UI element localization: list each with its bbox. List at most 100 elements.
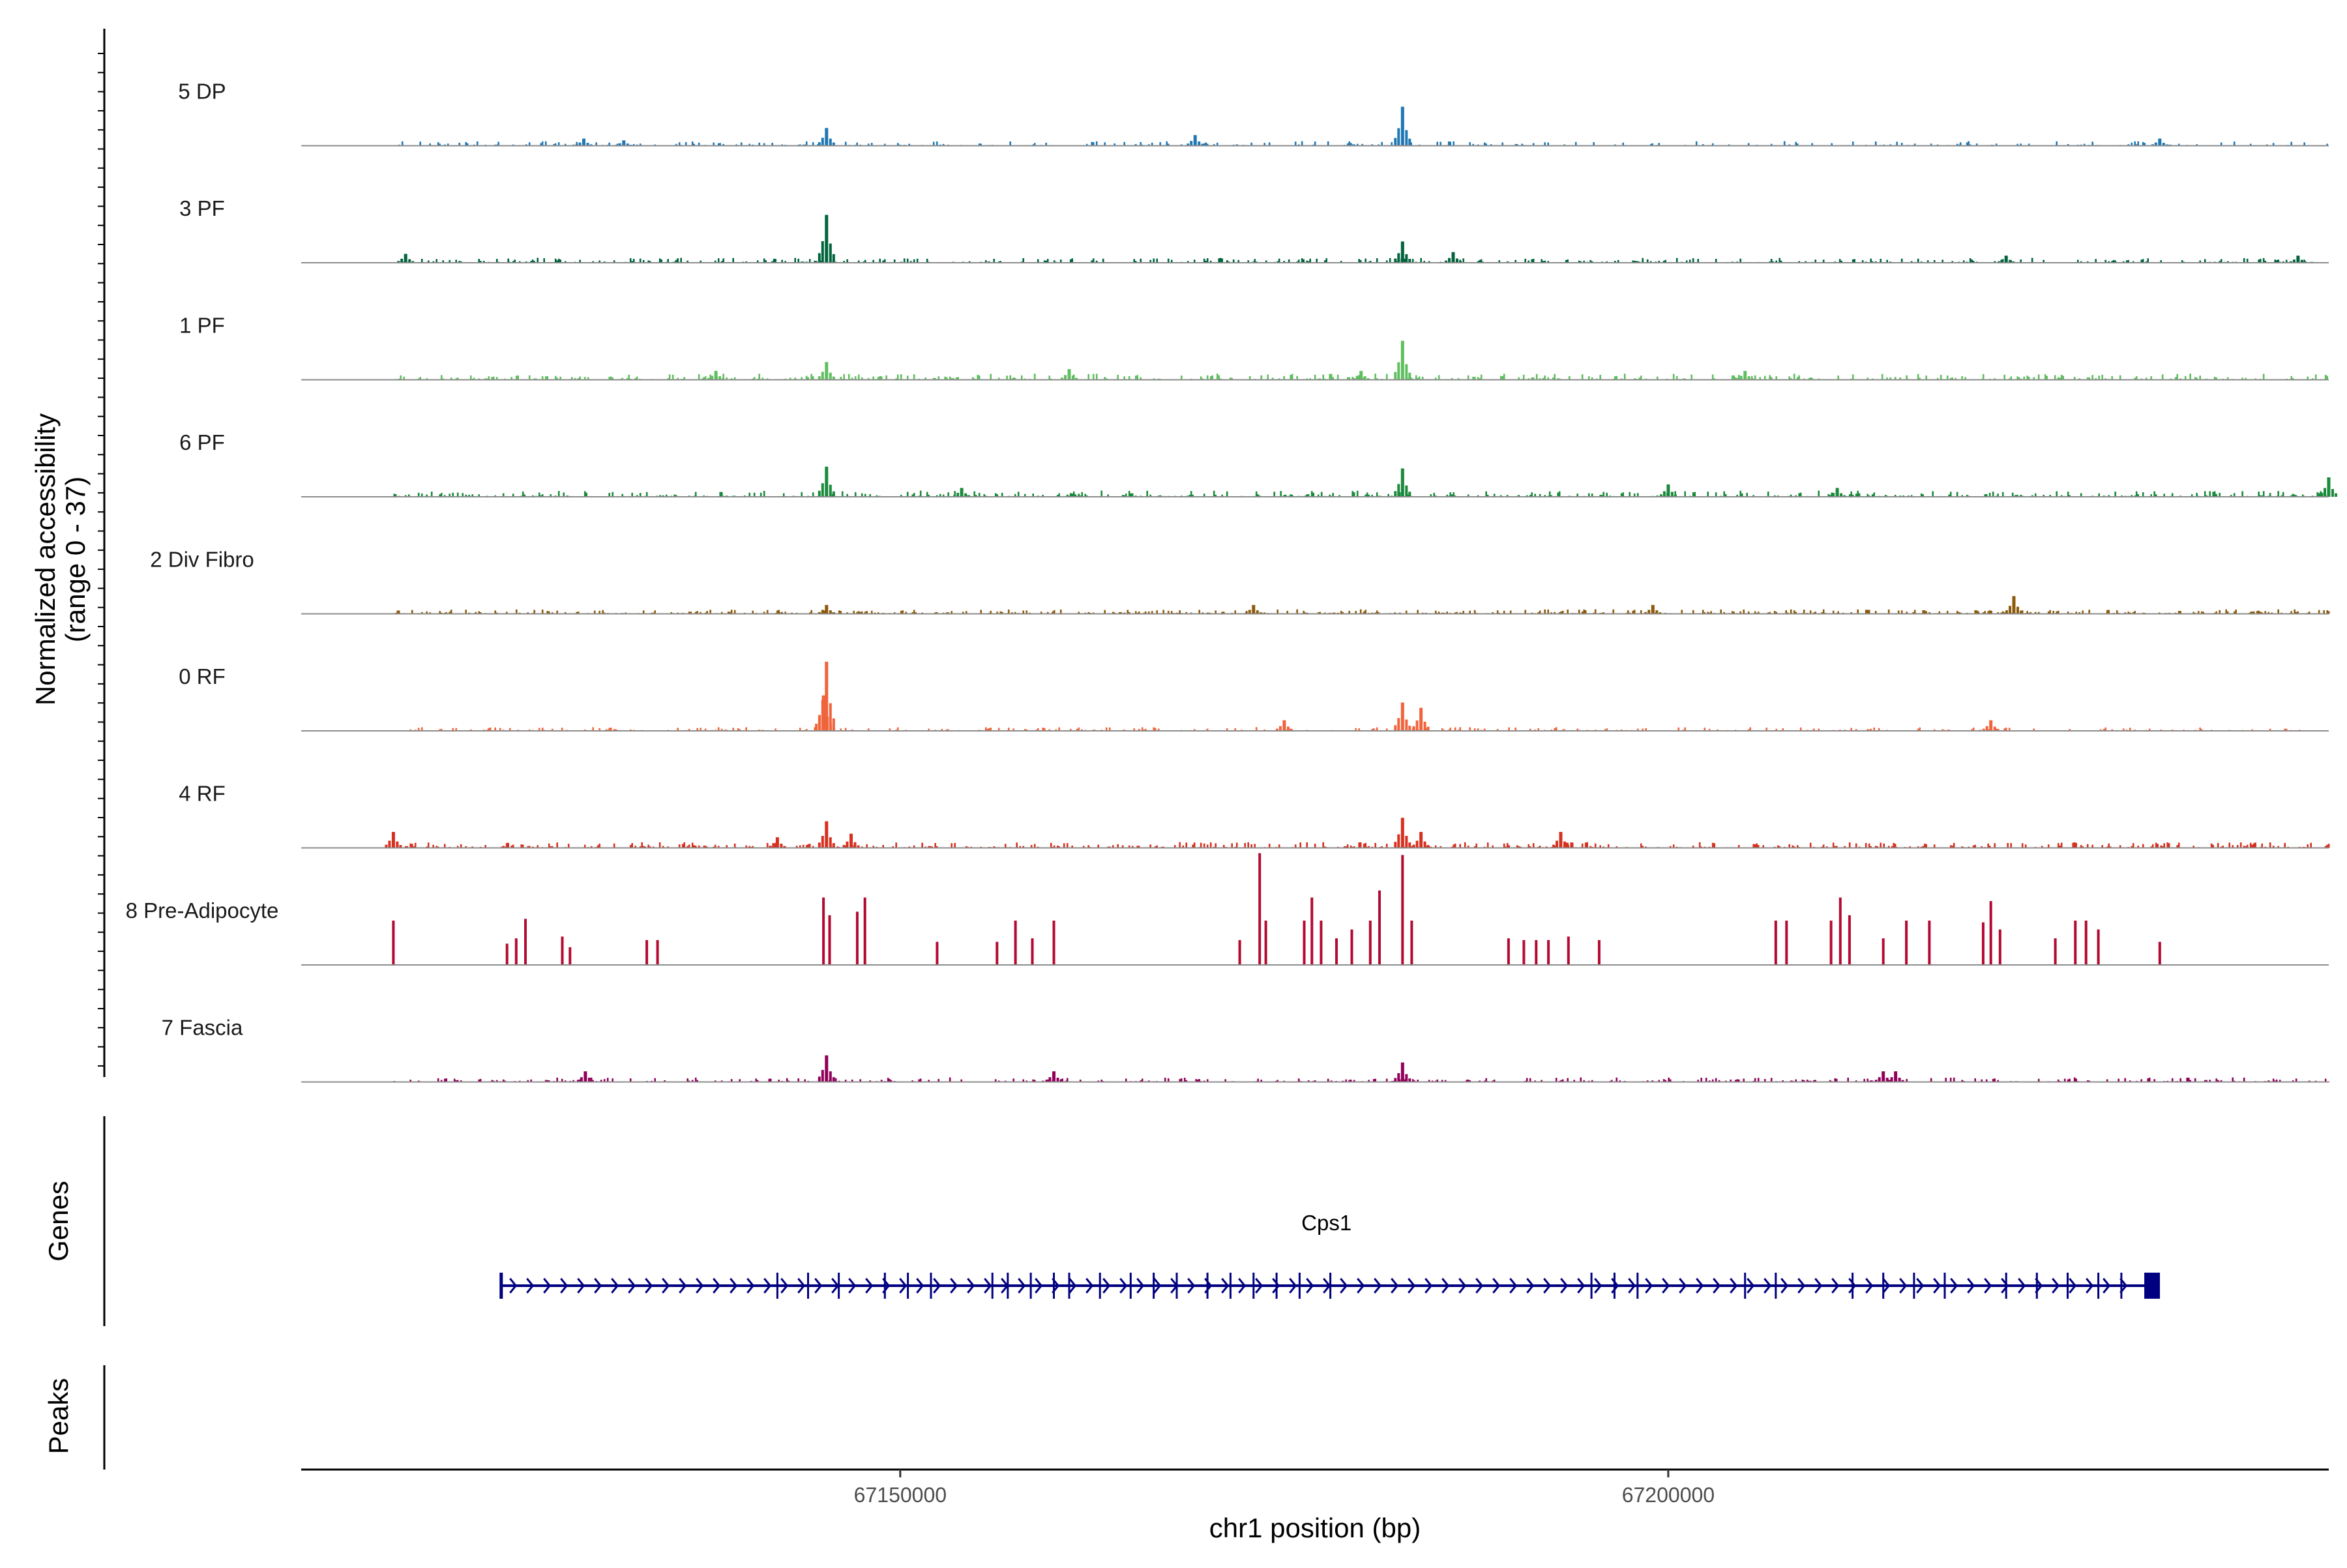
coverage-bar: [1129, 491, 1130, 497]
coverage-bar: [516, 610, 518, 614]
coverage-bar: [1694, 492, 1696, 497]
genes-panel-label: Genes: [43, 1181, 74, 1262]
coverage-bar: [1360, 610, 1362, 614]
coverage-bar: [1213, 491, 1215, 497]
coverage-bar: [677, 258, 679, 263]
coverage-bar: [1684, 492, 1686, 497]
coverage-bar: [1754, 376, 1756, 380]
coverage-bar: [428, 842, 430, 848]
coverage-bar: [1462, 258, 1464, 263]
coverage-peak: [2158, 139, 2161, 146]
coverage-peak-shoulder: [2324, 488, 2326, 497]
coverage-bar: [1273, 492, 1275, 497]
coverage-bar: [1449, 492, 1451, 497]
coverage-peak: [825, 215, 828, 263]
coverage-bar: [2061, 375, 2063, 380]
coverage-bar: [1096, 374, 1098, 379]
coverage-bar: [2162, 374, 2164, 379]
coverage-bar: [1676, 258, 1678, 263]
coverage-bar: [1420, 258, 1422, 263]
coverage-bar: [1756, 844, 1758, 848]
coverage-bar: [1956, 492, 1958, 497]
coverage-bar: [2282, 492, 2284, 497]
coverage-peak-shoulder: [1408, 492, 1411, 497]
coverage-peak-shoulder: [829, 373, 832, 380]
coverage-bar: [1081, 492, 1083, 497]
coverage-peak-shoulder: [833, 718, 835, 731]
coverage-bar: [913, 374, 915, 379]
coverage-peak: [1401, 241, 1404, 263]
coverage-bar: [1487, 842, 1489, 848]
coverage-bar: [1207, 376, 1209, 380]
coverage-bar: [1767, 492, 1769, 497]
coverage-bar: [1723, 492, 1725, 497]
coverage-bar: [1481, 375, 1483, 380]
coverage-bar: [1353, 492, 1355, 497]
coverage-bar: [2114, 492, 2116, 497]
coverage-bar: [1968, 141, 1970, 146]
coverage-peak: [1252, 605, 1255, 614]
coverage-bar: [1536, 374, 1538, 380]
coverage-bar: [2294, 610, 2295, 614]
coverage-bar: [1793, 374, 1795, 379]
coverage-peak-shoulder: [1397, 718, 1400, 731]
coverage-bar: [1329, 374, 1331, 380]
coverage-peak: [1401, 703, 1404, 732]
coverage-bar: [1531, 492, 1533, 497]
coverage-bar: [1244, 843, 1246, 848]
coverage-bar: [698, 374, 700, 380]
coverage-bar: [1018, 492, 1020, 497]
peaks-panel-label: Peaks: [43, 1378, 74, 1455]
coverage-peak: [1282, 720, 1286, 731]
coverage-bar: [631, 843, 633, 848]
coverage-bar: [895, 842, 897, 848]
coverage-bar: [683, 842, 685, 848]
coverage-bar: [613, 844, 615, 848]
coverage-bar: [646, 492, 648, 497]
coverage-bar: [2189, 374, 2191, 379]
coverage-bar: [2147, 258, 2149, 263]
coverage-peak-shoulder: [833, 254, 835, 263]
coverage-bar: [1692, 258, 1694, 263]
coverage-bar: [947, 492, 949, 497]
coverage-bar: [1464, 842, 1466, 848]
coverage-bar: [934, 843, 936, 848]
coverage-bar: [1220, 258, 1222, 263]
coverage-peak-shoulder: [818, 253, 821, 263]
coverage-bar: [1386, 374, 1388, 380]
coverage-peak-shoulder: [2335, 494, 2337, 497]
coverage-bar: [1622, 492, 1624, 497]
coverage-bar: [1360, 842, 1362, 848]
coverage-peak: [1359, 371, 1363, 380]
coverage-bar: [1290, 375, 1292, 380]
coverage-bar: [1823, 610, 1825, 614]
coverage-peak-shoulder: [1408, 139, 1411, 146]
coverage-bar: [1299, 842, 1301, 848]
coverage-bar: [1016, 842, 1018, 848]
coverage-bar: [2315, 374, 2317, 379]
coverage-bar: [951, 843, 952, 848]
coverage-bar: [1583, 610, 1585, 614]
coverage-bar: [810, 374, 812, 379]
coverage-peak-shoulder: [1663, 491, 1666, 497]
coverage-peak-shoulder: [1397, 253, 1400, 263]
coverage-bar: [1739, 491, 1741, 497]
coverage-peak: [822, 696, 825, 731]
coverage-bar: [1207, 258, 1209, 263]
coverage-bar: [1624, 374, 1626, 379]
coverage-bar: [1217, 374, 1218, 380]
coverage-peak-shoulder: [833, 492, 835, 497]
coverage-peak-shoulder: [829, 139, 832, 146]
coverage-bar: [1034, 374, 1036, 380]
coverage-bar: [2136, 492, 2138, 497]
coverage-bar: [2056, 492, 2058, 497]
coverage-bar: [732, 258, 734, 263]
track-label-4-rf: 4 RF: [179, 782, 226, 806]
coverage-bar: [1260, 376, 1262, 380]
coverage-bar: [1503, 844, 1505, 848]
coverage-bar: [1882, 374, 1883, 380]
coverage-bar: [1067, 843, 1069, 848]
coverage-bar: [1376, 492, 1378, 497]
coverage-peak-shoulder: [1394, 491, 1396, 497]
